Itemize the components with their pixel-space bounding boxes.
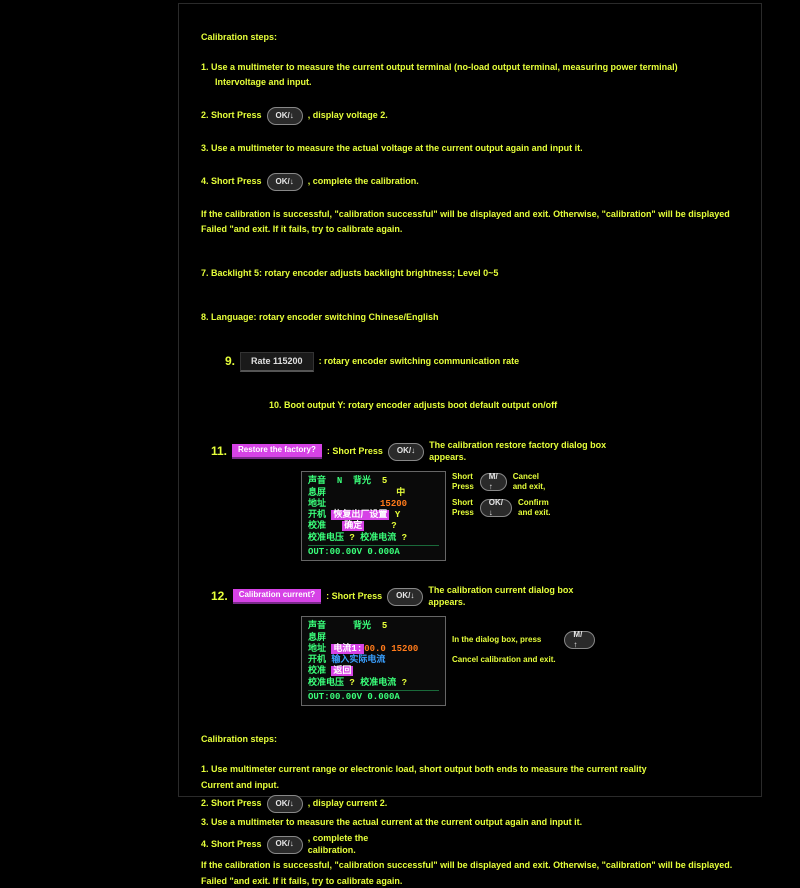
m-button[interactable]: M/↑ <box>564 631 594 649</box>
s1-step2: 2. Short Press OK/↓ , display voltage 2. <box>201 107 739 125</box>
lcd-restore: 声音 N 背光 5 息屏 中 地址 15200 开机 恢复出厂设置 Y 校准 确… <box>301 471 446 561</box>
ok-button[interactable]: OK/↓ <box>267 836 303 854</box>
s2-step3: 3. Use a multimeter to measure the actua… <box>201 817 621 829</box>
ok-button[interactable]: OK/↓ <box>387 588 423 606</box>
section2-title: Calibration steps: <box>201 734 739 746</box>
item9: 9. Rate 115200 : rotary encoder switchin… <box>225 352 739 373</box>
item12: 12. Calibration current? : Short Press O… <box>211 585 739 608</box>
s2-step2: 2. Short Press OK/↓ , display current 2. <box>201 795 739 813</box>
rate-box: Rate 115200 <box>240 352 314 373</box>
item11: 11. Restore the factory? : Short Press O… <box>211 440 739 463</box>
item8: 8. Language: rotary encoder switching Ch… <box>201 312 739 324</box>
section1-title: Calibration steps: <box>201 32 739 44</box>
document-panel: Calibration steps: 1. Use a multimeter t… <box>178 3 762 797</box>
s2-note1: If the calibration is successful, "calib… <box>201 860 739 872</box>
item10: 10. Boot output Y: rotary encoder adjust… <box>269 400 739 412</box>
s2-step1: 1. Use multimeter current range or elect… <box>201 764 739 776</box>
s2-note2: Failed "and exit. If it fails, try to ca… <box>201 876 739 888</box>
calibration-current-box: Calibration current? <box>233 589 321 604</box>
s1-note2: Failed "and exit. If it fails, try to ca… <box>201 224 739 236</box>
s1-note1: If the calibration is successful, "calib… <box>201 209 739 221</box>
m-button[interactable]: M/↑ <box>480 473 507 491</box>
ok-button[interactable]: OK/↓ <box>480 499 512 517</box>
s1-step1: 1. Use a multimeter to measure the curre… <box>201 62 739 74</box>
ok-button[interactable]: OK/↓ <box>267 173 303 191</box>
ok-button[interactable]: OK/↓ <box>388 443 424 461</box>
s2-step1b: Current and input. <box>201 780 739 792</box>
s1-step1b: Intervoltage and input. <box>215 77 739 89</box>
s2-step4: 4. Short Press OK/↓ , complete the calib… <box>201 833 739 856</box>
ok-button[interactable]: OK/↓ <box>267 795 303 813</box>
s1-step3: 3. Use a multimeter to measure the actua… <box>201 143 739 155</box>
item7: 7. Backlight 5: rotary encoder adjusts b… <box>201 268 739 280</box>
s1-step4: 4. Short Press OK/↓ , complete the calib… <box>201 173 739 191</box>
restore-factory-box: Restore the factory? <box>232 444 322 459</box>
lcd-current: 声音 背光 5 息屏 地址 电流1:00.0 15200 开机 输入实际电流 校… <box>301 616 446 706</box>
ok-button[interactable]: OK/↓ <box>267 107 303 125</box>
